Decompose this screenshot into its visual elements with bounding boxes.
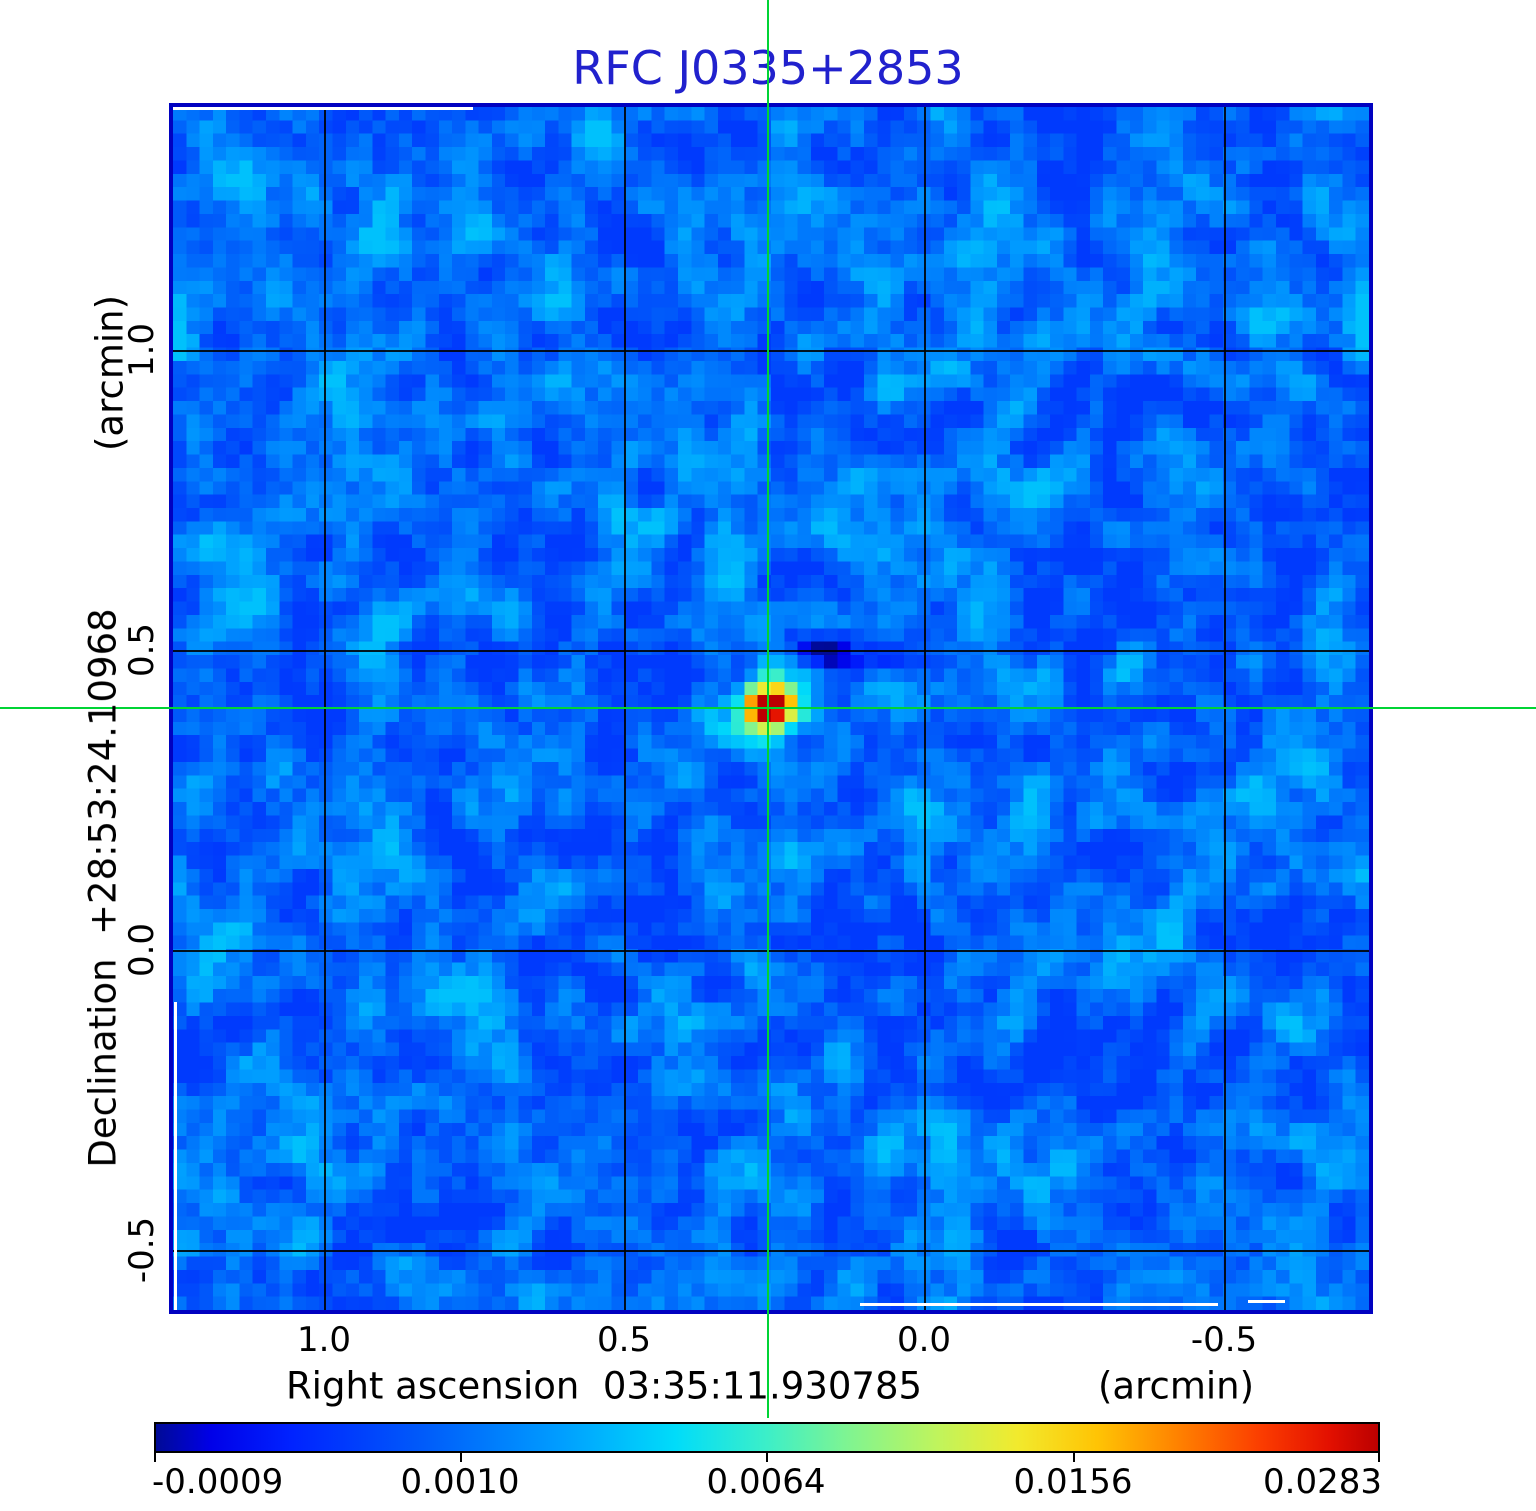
x-axis-unit-label: (arcmin)	[1097, 1364, 1255, 1408]
colorbar-tick-label: 0.0064	[706, 1462, 826, 1502]
map-edge-artifact	[860, 1303, 1218, 1306]
colorbar-tick	[766, 1453, 768, 1462]
plot-title: RFC J0335+2853	[572, 41, 964, 95]
colorbar-tick	[1073, 1453, 1075, 1462]
y-axis-tick-label: 1.0	[122, 322, 162, 378]
colorbar-tick-label: -0.0009	[152, 1462, 284, 1502]
y-axis-tick-label: -0.5	[122, 1216, 162, 1284]
grid-line-horizontal	[173, 650, 1369, 652]
colorbar-tick	[460, 1453, 462, 1462]
grid-line-horizontal	[173, 950, 1369, 952]
colorbar-tick	[1378, 1453, 1380, 1462]
x-axis-tick-label: -0.5	[1190, 1320, 1258, 1360]
crosshair-vertical-line	[767, 0, 769, 1418]
colorbar	[154, 1422, 1380, 1453]
colorbar-tick-label: 0.0156	[1013, 1462, 1133, 1502]
colorbar-tick-label: 0.0010	[400, 1462, 520, 1502]
x-axis-title: Right ascension 03:35:11.930785	[285, 1364, 923, 1408]
x-axis-tick-label: 1.0	[296, 1320, 352, 1360]
y-axis-tick-label: 0.5	[122, 622, 162, 678]
y-axis-tick-label: 0.0	[122, 922, 162, 978]
x-axis-tick-label: 0.5	[596, 1320, 652, 1360]
map-edge-artifact	[1248, 1300, 1285, 1303]
y-axis-title: Declination +28:53:24.10968	[81, 608, 125, 1168]
colorbar-tick	[154, 1453, 156, 1462]
grid-line-horizontal	[173, 350, 1369, 352]
grid-line-horizontal	[173, 1250, 1369, 1252]
map-edge-artifact	[174, 1002, 177, 1310]
x-axis-tick-label: 0.0	[896, 1320, 952, 1360]
map-edge-artifact	[173, 107, 473, 110]
colorbar-tick-label: 0.0283	[1263, 1462, 1382, 1502]
